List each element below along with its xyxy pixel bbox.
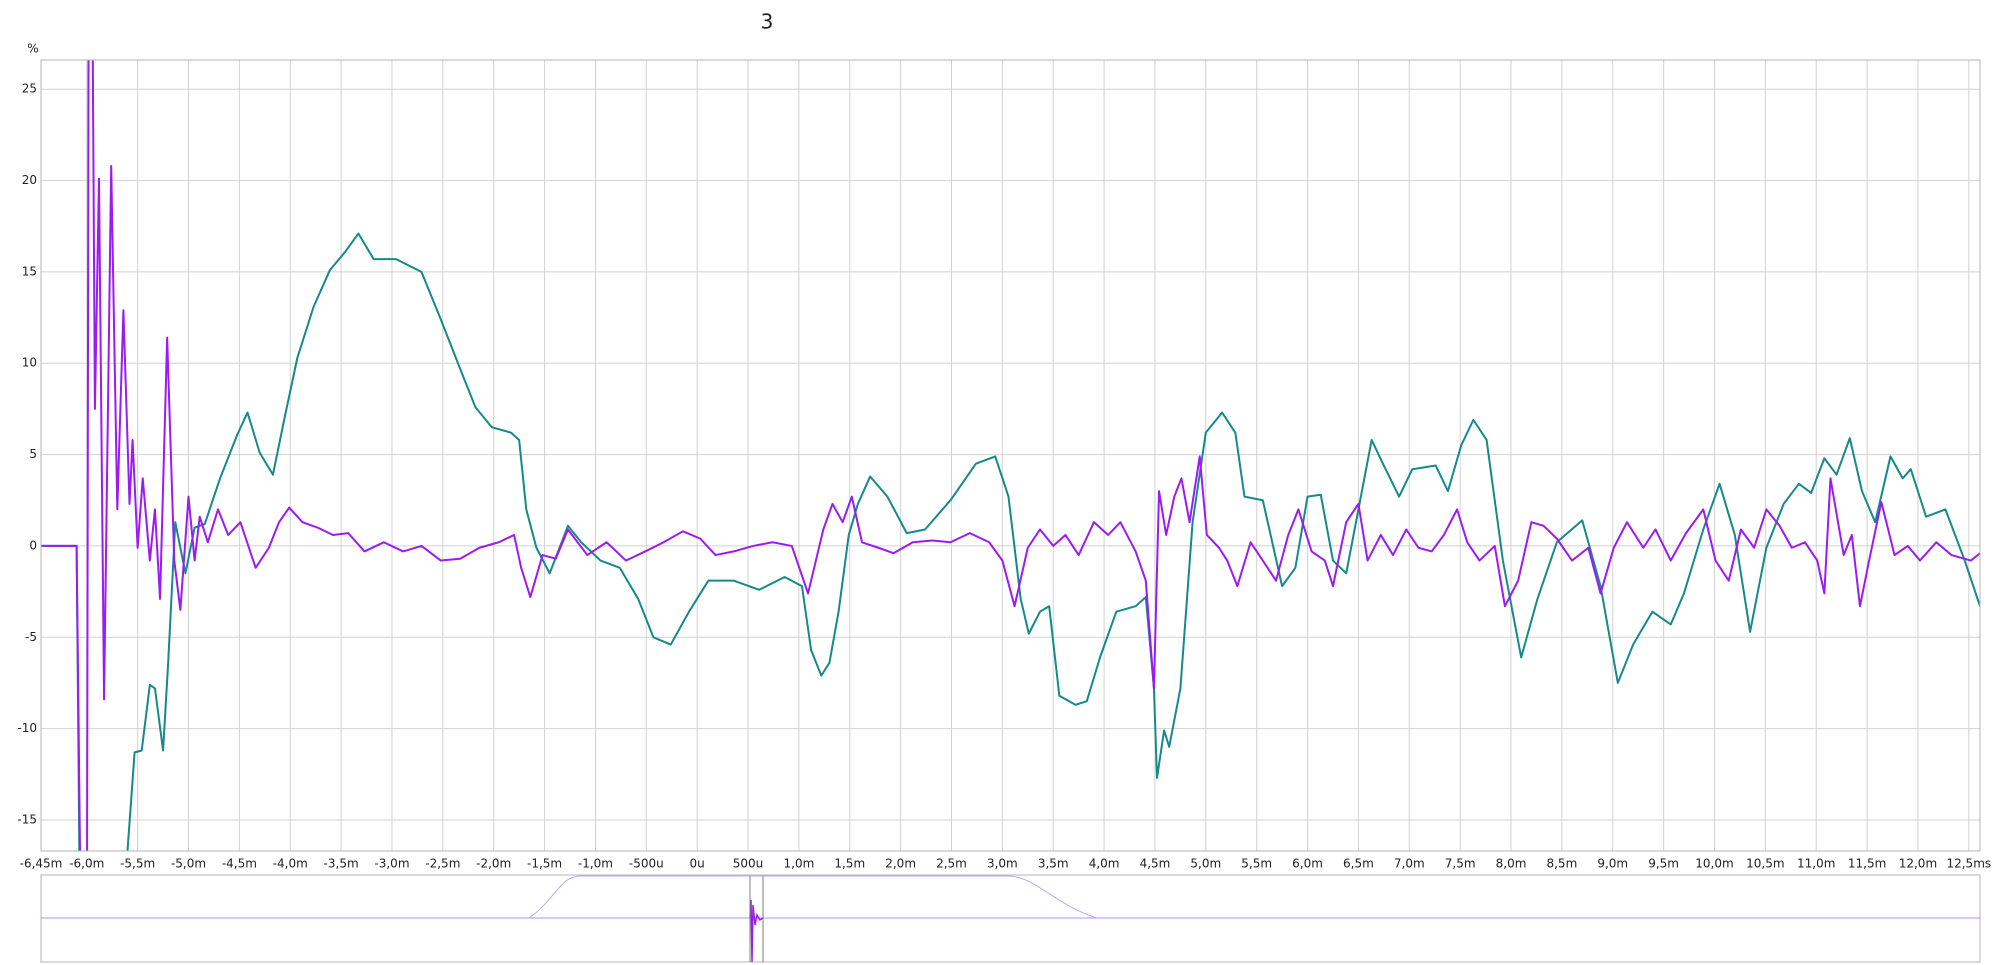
x-tick-label: 5,5m [1241,857,1272,871]
x-tick-label: -1,0m [578,857,613,871]
x-tick-label: -6,45m [20,857,63,871]
y-tick-label: -10 [17,721,37,735]
x-tick-label: -3,5m [324,857,359,871]
x-tick-label: 1,0m [784,857,815,871]
x-tick-label: 10,5m [1746,857,1784,871]
x-tick-label: 500u [733,857,764,871]
overview-impulse [749,899,764,963]
series-line [41,60,1980,851]
x-tick-label: 8,5m [1546,857,1577,871]
plot-frame [40,59,1981,852]
grid [40,60,1980,851]
overview-window [528,875,1098,919]
plot-lines [41,60,1980,851]
x-tick-label: 3,5m [1038,857,1069,871]
overview-panel [40,874,1981,963]
y-tick-label: 25 [22,82,37,96]
x-tick-label: 12,5ms [1946,857,1991,871]
x-tick-label: -6,0m [69,857,104,871]
x-tick-label: 0u [690,857,705,871]
x-tick-label: 10,0m [1695,857,1733,871]
x-tick-label: -5,5m [120,857,155,871]
x-tick-label: 4,0m [1089,857,1120,871]
x-tick-label: -4,5m [222,857,257,871]
y-axis-label: % [27,42,38,56]
y-tick-label: 10 [22,356,37,370]
y-tick-label: -5 [25,630,37,644]
x-tick-label: 12,0m [1899,857,1937,871]
x-tick-label: 7,5m [1445,857,1476,871]
x-tick-label: 9,0m [1597,857,1628,871]
x-tick-label: 4,5m [1140,857,1171,871]
y-tick-label: 15 [22,264,37,278]
x-tick-label: 2,5m [936,857,967,871]
x-tick-label: -2,0m [476,857,511,871]
x-tick-label: 3,0m [987,857,1018,871]
x-tick-label: -4,0m [273,857,308,871]
x-tick-label: 6,5m [1343,857,1374,871]
y-tick-label: 0 [29,538,37,552]
x-tick-label: 7,0m [1394,857,1425,871]
x-tick-label: -3,0m [374,857,409,871]
y-tick-label: -15 [17,812,37,826]
chart-title: 3 [761,10,774,34]
x-tick-label: 9,5m [1648,857,1679,871]
x-tick-label: -5,0m [171,857,206,871]
x-tick-label: -1,5m [527,857,562,871]
x-tick-label: -500u [629,857,664,871]
y-tick-label: 20 [22,173,37,187]
x-tick-label: -2,5m [425,857,460,871]
x-tick-label: 11,0m [1797,857,1835,871]
x-tick-label: 6,0m [1292,857,1323,871]
x-tick-label: 2,0m [885,857,916,871]
y-tick-label: 5 [29,447,37,461]
x-tick-label: 1,5m [834,857,865,871]
x-tick-label: 5,0m [1190,857,1221,871]
x-tick-label: 11,5m [1848,857,1886,871]
series-line [41,232,1980,851]
x-tick-label: 8,0m [1496,857,1527,871]
